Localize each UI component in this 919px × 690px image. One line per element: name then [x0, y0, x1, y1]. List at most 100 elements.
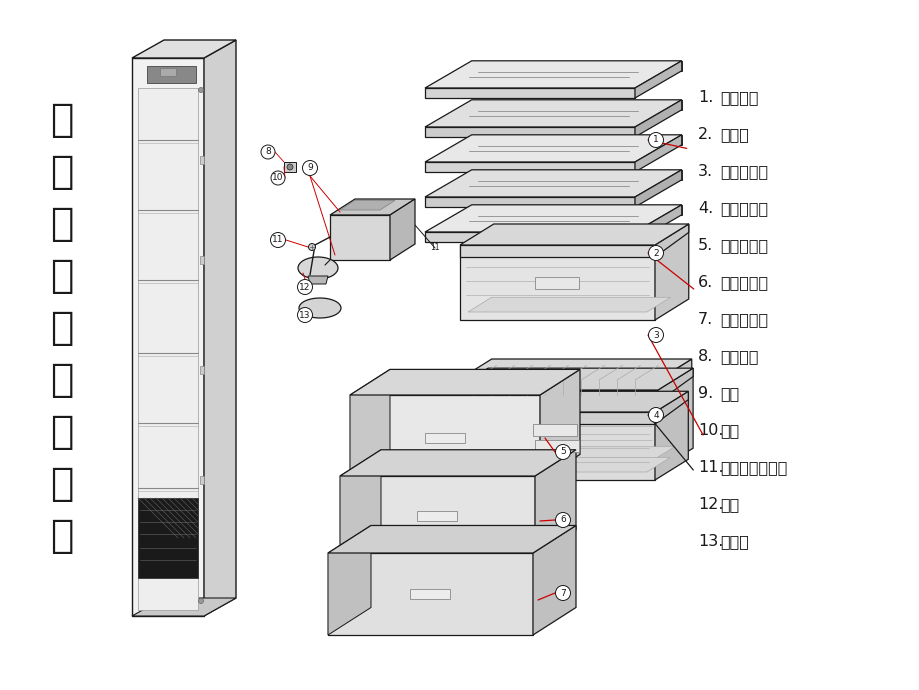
Text: 9: 9: [307, 164, 312, 172]
Circle shape: [297, 279, 312, 295]
Text: 11: 11: [430, 244, 439, 253]
Circle shape: [297, 308, 312, 322]
Text: 10: 10: [272, 173, 283, 182]
Text: 13: 13: [299, 310, 311, 319]
Polygon shape: [199, 366, 204, 374]
Text: 10.: 10.: [698, 423, 722, 438]
Polygon shape: [654, 391, 687, 424]
Polygon shape: [460, 412, 654, 424]
Polygon shape: [160, 68, 176, 76]
Text: 7.: 7.: [698, 312, 712, 327]
Text: 1: 1: [652, 135, 658, 144]
Polygon shape: [460, 245, 654, 257]
Text: 图: 图: [51, 517, 74, 555]
Text: 炸: 炸: [51, 465, 74, 503]
Polygon shape: [308, 276, 328, 284]
Text: 13.: 13.: [698, 534, 722, 549]
Text: 8: 8: [265, 148, 270, 157]
Polygon shape: [634, 170, 681, 207]
Polygon shape: [425, 170, 681, 197]
Text: 11.: 11.: [698, 460, 723, 475]
Polygon shape: [425, 232, 634, 242]
Polygon shape: [390, 199, 414, 260]
Ellipse shape: [298, 257, 337, 279]
Polygon shape: [425, 100, 681, 127]
Text: 2.: 2.: [698, 127, 712, 142]
Polygon shape: [340, 476, 535, 556]
Circle shape: [271, 171, 285, 185]
Polygon shape: [452, 390, 657, 470]
Text: 5.: 5.: [698, 238, 712, 253]
Polygon shape: [147, 66, 196, 83]
Polygon shape: [654, 224, 688, 257]
Polygon shape: [539, 369, 579, 480]
Polygon shape: [349, 486, 525, 546]
Text: 6: 6: [560, 515, 565, 524]
Polygon shape: [328, 526, 575, 553]
Polygon shape: [131, 58, 204, 616]
Circle shape: [648, 408, 663, 422]
Text: 灯座: 灯座: [720, 423, 739, 438]
Text: 灯盒盖: 灯盒盖: [720, 534, 748, 549]
Polygon shape: [458, 359, 691, 380]
Text: 6.: 6.: [698, 275, 712, 290]
Text: 4: 4: [652, 411, 658, 420]
Text: 冷: 冷: [51, 101, 74, 139]
Text: 9.: 9.: [698, 386, 712, 401]
Text: 果菜盒: 果菜盒: [720, 127, 748, 142]
Circle shape: [648, 328, 663, 342]
Text: 大冷冻抽屉: 大冷冻抽屉: [720, 312, 767, 327]
Polygon shape: [349, 395, 539, 480]
Polygon shape: [425, 135, 681, 162]
Text: 1.: 1.: [698, 90, 712, 105]
Text: 门灯开关: 门灯开关: [720, 349, 757, 364]
Polygon shape: [131, 598, 236, 616]
Polygon shape: [654, 391, 687, 480]
Polygon shape: [199, 256, 204, 264]
Text: 爆: 爆: [51, 413, 74, 451]
Text: 室: 室: [51, 361, 74, 399]
Polygon shape: [425, 197, 634, 207]
Text: 变温室抽屉: 变温室抽屉: [720, 238, 767, 253]
Polygon shape: [337, 563, 522, 625]
Polygon shape: [634, 205, 681, 242]
Polygon shape: [340, 450, 380, 556]
Text: 11: 11: [272, 235, 283, 244]
Polygon shape: [131, 40, 236, 58]
Polygon shape: [460, 412, 654, 480]
Polygon shape: [657, 368, 692, 402]
Polygon shape: [330, 199, 414, 215]
Polygon shape: [138, 88, 198, 610]
Polygon shape: [468, 297, 670, 312]
Polygon shape: [460, 224, 688, 245]
Polygon shape: [425, 127, 634, 137]
Polygon shape: [460, 245, 654, 320]
Polygon shape: [284, 162, 296, 172]
Polygon shape: [634, 61, 681, 98]
Polygon shape: [410, 589, 449, 599]
Polygon shape: [328, 553, 532, 635]
Text: 12.: 12.: [698, 497, 722, 512]
Polygon shape: [471, 205, 681, 215]
Text: 2: 2: [652, 248, 658, 257]
Circle shape: [270, 233, 285, 248]
Text: 12: 12: [299, 282, 311, 291]
Polygon shape: [452, 368, 692, 390]
Polygon shape: [532, 424, 576, 436]
Polygon shape: [359, 405, 529, 470]
Polygon shape: [425, 433, 464, 443]
Polygon shape: [654, 224, 688, 320]
Circle shape: [555, 444, 570, 460]
Circle shape: [302, 161, 317, 175]
Polygon shape: [634, 100, 681, 137]
Polygon shape: [199, 476, 204, 484]
Polygon shape: [532, 526, 575, 635]
Polygon shape: [425, 88, 634, 98]
Text: 十字槽盘头螺钉: 十字槽盘头螺钉: [720, 460, 787, 475]
Circle shape: [261, 145, 275, 159]
Text: 保鲜室抽屉: 保鲜室抽屉: [720, 201, 767, 216]
Polygon shape: [471, 100, 681, 110]
Polygon shape: [138, 498, 198, 578]
Polygon shape: [460, 391, 687, 412]
Circle shape: [648, 132, 663, 148]
